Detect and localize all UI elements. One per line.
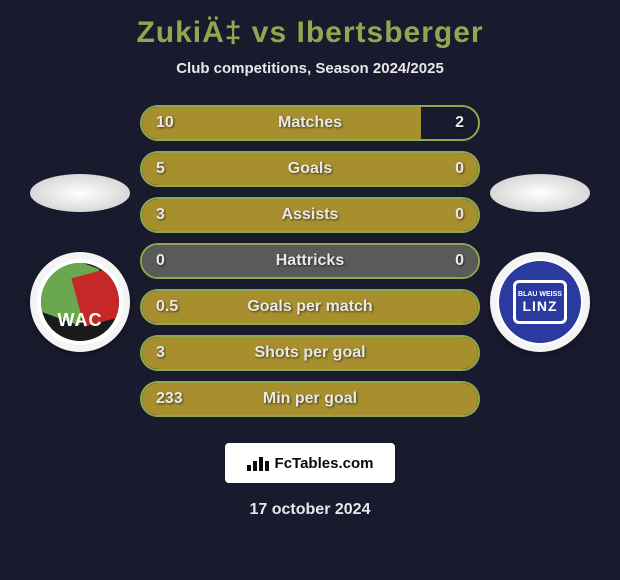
brand-text: FcTables.com	[275, 455, 374, 472]
club-badge-right-box: BLAU WEISS LINZ	[513, 280, 567, 324]
stat-bar: 10 2 Matches	[140, 105, 480, 141]
stat-label: Shots per goal	[254, 344, 365, 362]
player-avatar-placeholder-left	[30, 174, 130, 212]
stat-value-right: 0	[455, 206, 464, 224]
comparison-subtitle: Club competitions, Season 2024/2025	[0, 60, 620, 77]
brand-icon-bar	[253, 461, 257, 471]
brand-bars-icon	[247, 455, 269, 471]
stat-value-left: 5	[156, 160, 165, 178]
club-badge-right: BLAU WEISS LINZ	[490, 252, 590, 352]
stat-label: Matches	[278, 114, 342, 132]
stat-bar: 5 0 Goals	[140, 151, 480, 187]
right-player-column: BLAU WEISS LINZ	[480, 170, 600, 352]
club-badge-left-text: WAC	[41, 310, 119, 331]
brand-icon-bar	[247, 465, 251, 471]
stat-label: Goals	[288, 160, 332, 178]
stat-value-left: 3	[156, 206, 165, 224]
stat-value-left: 10	[156, 114, 174, 132]
stat-value-left: 0	[156, 252, 165, 270]
stat-label: Hattricks	[276, 252, 344, 270]
club-badge-right-graphic: BLAU WEISS LINZ	[497, 259, 583, 345]
stat-bar: 3 Shots per goal	[140, 335, 480, 371]
stat-value-left: 0.5	[156, 298, 178, 316]
brand-watermark: FcTables.com	[225, 443, 395, 483]
stat-value-left: 3	[156, 344, 165, 362]
stat-label: Assists	[282, 206, 339, 224]
stats-bars: 10 2 Matches 5 0 Goals 3 0 Assists 0 0 Hattricks 0.5…	[140, 105, 480, 417]
brand-icon-bar	[259, 457, 263, 471]
club-badge-left-graphic: WAC	[37, 259, 123, 345]
stat-value-right: 2	[455, 114, 464, 132]
stat-bar: 3 0 Assists	[140, 197, 480, 233]
stat-value-right: 0	[455, 252, 464, 270]
stat-bar: 233 Min per goal	[140, 381, 480, 417]
stat-bar-fill-right	[421, 107, 478, 139]
stat-label: Min per goal	[263, 390, 357, 408]
comparison-title: ZukiÄ‡ vs Ibertsberger	[0, 16, 620, 50]
stat-bar: 0 0 Hattricks	[140, 243, 480, 279]
brand-icon-bar	[265, 461, 269, 471]
club-badge-right-text-main: LINZ	[522, 299, 557, 313]
date-line: 17 october 2024	[0, 501, 620, 519]
player-avatar-placeholder-right	[490, 174, 590, 212]
club-badge-left: WAC	[30, 252, 130, 352]
stat-bar: 0.5 Goals per match	[140, 289, 480, 325]
stat-value-right: 0	[455, 160, 464, 178]
comparison-body: WAC 10 2 Matches 5 0 Goals 3 0 Assists 0 0 Hattrick…	[0, 105, 620, 417]
left-player-column: WAC	[20, 170, 140, 352]
stat-label: Goals per match	[247, 298, 372, 316]
stat-value-left: 233	[156, 390, 183, 408]
